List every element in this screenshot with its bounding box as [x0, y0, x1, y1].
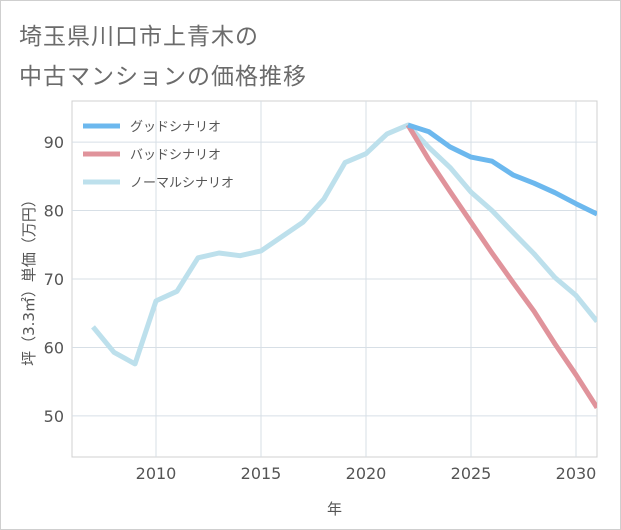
legend-label: ノーマルシナリオ [130, 176, 234, 191]
x-tick-label: 2020 [346, 464, 387, 483]
x-tick-label: 2015 [241, 464, 282, 483]
y-tick-label: 60 [44, 338, 64, 357]
y-tick-label: 70 [44, 270, 64, 289]
x-axis-label: 年 [327, 500, 342, 518]
chart-title-line-2: 中古マンションの価格推移 [19, 64, 307, 90]
series-line-1 [405, 123, 597, 410]
x-tick-label: 2030 [556, 464, 597, 483]
legend-label: バッドシナリオ [130, 148, 221, 163]
y-tick-label: 90 [44, 133, 64, 152]
series-line-0 [407, 122, 597, 217]
x-tick-label: 2025 [451, 464, 492, 483]
x-tick-label: 2010 [136, 464, 177, 483]
legend-label: グッドシナリオ [130, 120, 221, 135]
series-line-2 [91, 122, 597, 367]
chart-title-line-1: 埼玉県川口市上青木の [19, 24, 259, 50]
y-axis-label: 坪（3.3㎡）単価（万円） [20, 192, 38, 366]
series-group [91, 122, 597, 410]
y-tick-label: 80 [44, 202, 64, 221]
y-tick-label: 50 [44, 407, 64, 426]
